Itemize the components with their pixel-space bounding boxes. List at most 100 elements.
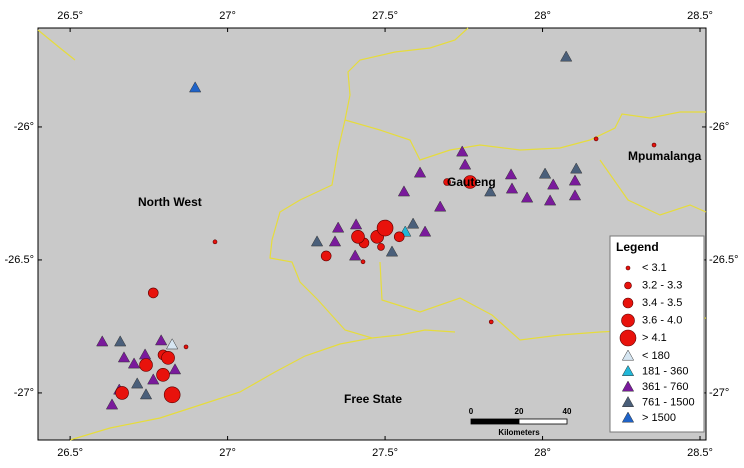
ticks: 26.5° 26.5° 27° 27° 27.5° 27.5° 28° 28° 28.5° 28.…	[5, 10, 739, 459]
magnitude-marker	[212, 239, 218, 245]
magnitude-marker	[593, 136, 599, 142]
magnitude-marker	[183, 344, 189, 350]
y-tick-label: -26.5°	[5, 254, 34, 266]
boundary	[269, 27, 469, 339]
magnitude-marker	[393, 231, 405, 243]
depth-marker	[504, 168, 518, 180]
magnitude-marker	[351, 229, 365, 244]
y-tick-label: -26.5°	[709, 254, 738, 266]
magnitude-marker	[156, 368, 170, 382]
depth-marker	[310, 235, 324, 247]
depth-marker	[560, 50, 573, 62]
legend-symbol	[625, 265, 631, 271]
depth-marker	[505, 182, 519, 194]
region-label: Mpumalanga	[628, 149, 702, 163]
depth-marker	[456, 145, 469, 157]
magnitude-marker	[320, 250, 332, 262]
depth-marker	[538, 167, 552, 179]
boundary	[599, 159, 707, 216]
legend-label: < 3.1	[642, 262, 667, 274]
depth-marker	[570, 162, 583, 174]
y-tick-label: -27°	[14, 387, 34, 399]
boundary	[37, 29, 76, 61]
magnitude-marker	[443, 178, 451, 186]
legend-symbol	[624, 281, 632, 290]
legend-symbol	[622, 297, 634, 309]
y-tick-label: -27°	[709, 387, 729, 399]
scale-tick-label: 0	[469, 407, 474, 416]
depth-marker	[349, 218, 363, 230]
depth-marker	[155, 334, 168, 346]
depth-marker	[114, 335, 127, 347]
legend-label: < 180	[642, 350, 670, 362]
depth-marker	[413, 166, 427, 178]
legend-label: 3.2 - 3.3	[642, 279, 682, 291]
magnitude-marker	[360, 259, 366, 265]
legend-items: < 3.1 3.2 - 3.3 3.4 - 3.5 3.6 - 4.0 > 4.1 < 1…	[619, 262, 695, 424]
scale-tick-label: 40	[563, 407, 572, 416]
scale-segment	[470, 418, 520, 425]
depth-marker	[385, 245, 399, 257]
depth-marker	[418, 225, 432, 237]
depth-marker	[484, 185, 497, 197]
magnitude-marker	[115, 386, 129, 400]
x-tick-label: 27.5°	[372, 447, 398, 459]
depth-marker	[458, 158, 472, 170]
legend-symbol	[621, 349, 635, 361]
x-tick-label: 26.5°	[57, 10, 83, 22]
x-tick-label: 28.5°	[687, 10, 713, 22]
depth-marker	[166, 338, 179, 350]
legend-label: 361 - 760	[642, 381, 688, 393]
depth-marker	[147, 373, 160, 385]
x-tick-label: 27°	[219, 10, 236, 22]
depth-marker	[543, 194, 557, 206]
legend-symbol	[621, 411, 635, 423]
legend-label: 761 - 1500	[642, 396, 695, 408]
legend-symbol	[619, 329, 637, 347]
depth-marker	[117, 351, 131, 363]
magnitude-marker	[147, 287, 159, 299]
magnitude-marker	[488, 319, 494, 325]
scale-segment	[518, 418, 568, 425]
legend-label: > 1500	[642, 412, 676, 424]
depth-marker	[568, 174, 582, 186]
legend-label: 3.4 - 3.5	[642, 297, 682, 309]
legend-symbol	[621, 364, 635, 376]
boundary	[344, 111, 706, 161]
depth-marker	[139, 388, 153, 400]
depth-marker	[434, 200, 447, 212]
region-label: Gauteng	[447, 175, 496, 189]
x-tick-label: 26.5°	[57, 447, 83, 459]
depth-marker	[406, 217, 420, 229]
magnitude-marker	[161, 351, 175, 365]
region-label: North West	[138, 195, 202, 209]
boundary	[69, 337, 373, 441]
depth-marker	[328, 235, 342, 247]
legend-label: > 4.1	[642, 332, 667, 344]
scale-bar: Kilometers 0 20 40	[469, 407, 572, 437]
x-tick-label: 27.5°	[372, 10, 398, 22]
depth-marker	[96, 335, 109, 347]
legend-label: 181 - 360	[642, 365, 688, 377]
magnitude-marker	[376, 219, 394, 237]
y-tick-label: -26°	[14, 121, 34, 133]
depth-marker	[568, 189, 582, 201]
depth-marker	[349, 249, 362, 261]
legend-title: Legend	[616, 240, 659, 254]
magnitude-marker	[139, 358, 153, 372]
depth-marker	[127, 357, 141, 369]
legend-symbol	[621, 380, 635, 392]
magnitude-marker	[377, 243, 385, 251]
depth-marker	[332, 221, 345, 233]
magnitude-marker	[651, 142, 657, 148]
y-tick-label: -26°	[709, 121, 729, 133]
x-tick-label: 28°	[534, 10, 551, 22]
magnitude-marker	[463, 175, 477, 189]
legend-label: 3.6 - 4.0	[642, 314, 682, 326]
x-tick-label: 28.5°	[687, 447, 713, 459]
depth-marker	[547, 178, 560, 190]
depth-marker	[397, 185, 411, 197]
x-tick-label: 27°	[219, 447, 236, 459]
scale-tick-label: 20	[515, 407, 524, 416]
x-tick-label: 28°	[534, 447, 551, 459]
